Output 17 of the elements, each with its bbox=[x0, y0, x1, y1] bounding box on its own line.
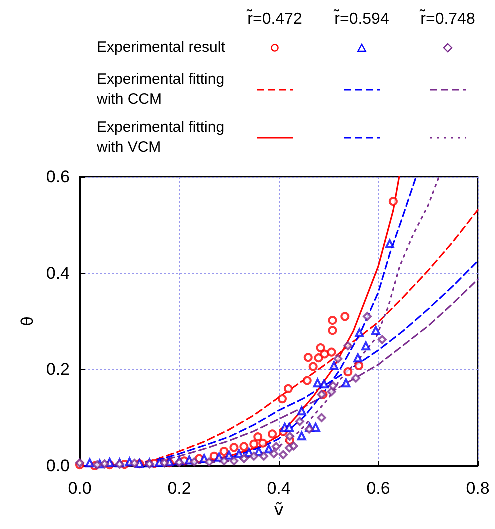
y-axis-title: θ bbox=[18, 316, 37, 326]
x-tick-label: 0.4 bbox=[267, 479, 291, 498]
y-tick-label: 0.2 bbox=[46, 360, 70, 380]
x-tick-label: 0.6 bbox=[366, 479, 390, 498]
text: Experimental fitting with CCM bbox=[97, 70, 226, 110]
x-tick-label: 0.0 bbox=[68, 479, 92, 498]
y-tick-label: 0.6 bbox=[46, 168, 70, 186]
y-tick-label: 0.0 bbox=[46, 456, 70, 476]
y-tick-label: 0.4 bbox=[46, 264, 70, 283]
text: Experimental fitting with VCM bbox=[97, 118, 226, 158]
x-tick-label: 0.2 bbox=[168, 479, 192, 498]
text: r̃=0.472 bbox=[246, 10, 304, 30]
x-axis-title: ṽ bbox=[274, 500, 284, 520]
text: r̃=0.748 bbox=[418, 10, 476, 30]
text: r̃=0.594 bbox=[332, 10, 390, 30]
x-tick-label: 0.8 bbox=[466, 479, 490, 498]
text: Experimental result bbox=[97, 38, 226, 58]
